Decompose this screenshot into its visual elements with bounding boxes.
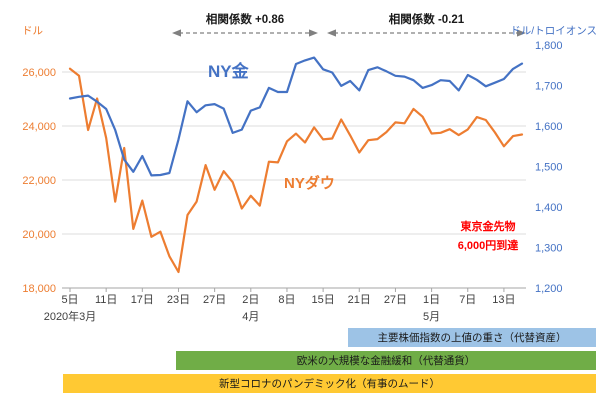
x-axis-tick-label: 17日	[131, 294, 154, 306]
tokyo-gold-futures-note: 東京金先物 6,000円到達	[432, 218, 544, 256]
x-axis-tick-label: 8日	[278, 294, 295, 306]
dow-series-label: NYダウ	[284, 175, 335, 192]
correlation-arrow-head	[327, 29, 336, 37]
correlation-arrow-head	[309, 29, 318, 37]
right-axis-tick-label: 1,200	[535, 283, 563, 295]
right-axis-tick-label: 1,400	[535, 202, 563, 214]
right-axis-tick-label: 1,700	[535, 81, 563, 93]
x-axis-tick-label: 21日	[348, 294, 371, 306]
gold-series-label: NY金	[208, 62, 249, 81]
x-axis-month-label: 2020年3月	[44, 309, 97, 323]
x-axis-tick-label: 11日	[95, 294, 117, 306]
x-axis-tick-label: 23日	[167, 294, 190, 306]
tokyo-gold-futures-note-line2: 6,000円到達	[457, 240, 519, 252]
x-axis-month-label: 5月	[423, 311, 440, 323]
x-axis-tick-label: 13日	[492, 294, 515, 306]
right-axis-tick-label: 1,300	[535, 243, 563, 255]
timeline-bar-label: 欧米の大規模な金融緩和（代替通貨）	[296, 355, 476, 367]
x-axis-tick-label: 27日	[384, 294, 407, 306]
right-axis-tick-label: 1,600	[535, 121, 563, 133]
left-axis-tick-label: 20,000	[22, 229, 56, 241]
correlation-annotation-positive: 相関係数 +0.86	[205, 14, 285, 26]
x-axis-month-label: 4月	[242, 311, 259, 323]
right-axis-unit-label: ドル/トロイオンス	[510, 25, 597, 37]
x-axis-tick-label: 15日	[311, 294, 334, 306]
x-axis-tick-label: 2日	[242, 294, 259, 306]
x-axis-tick-label: 5日	[61, 294, 78, 306]
gold-series-line	[68, 56, 524, 177]
timeline-bar-monetary-easing: 欧米の大規模な金融緩和（代替通貨）	[176, 351, 596, 370]
left-axis-tick-label: 22,000	[22, 175, 56, 187]
left-axis-tick-label: 26,000	[22, 67, 56, 79]
left-axis-unit-label: ドル	[22, 25, 43, 37]
left-axis-tick-label: 24,000	[22, 121, 56, 133]
correlation-arrow-head	[172, 29, 181, 37]
correlation-arrow-head	[517, 29, 526, 37]
timeline-bar-equity-upside-heaviness: 主要株価指数の上値の重さ（代替資産）	[348, 328, 596, 347]
tokyo-gold-futures-note-line1: 東京金先物	[460, 221, 516, 233]
timeline-bar-label: 新型コロナのパンデミック化（有事のムード）	[218, 378, 441, 390]
left-axis-tick-label: 18,000	[22, 283, 56, 295]
right-axis-tick-label: 1,500	[535, 162, 563, 174]
x-axis-tick-label: 27日	[203, 294, 226, 306]
timeline-bar-covid-pandemic: 新型コロナのパンデミック化（有事のムード）	[63, 374, 596, 393]
dow-series-line	[68, 67, 524, 274]
correlation-annotation-negative: 相関係数 -0.21	[388, 14, 465, 26]
x-axis-tick-label: 7日	[459, 294, 476, 306]
timeline-bar-label: 主要株価指数の上値の重さ（代替資産）	[377, 332, 567, 344]
right-axis-tick-label: 1,800	[535, 40, 563, 52]
x-axis-tick-label: 1日	[423, 294, 440, 306]
